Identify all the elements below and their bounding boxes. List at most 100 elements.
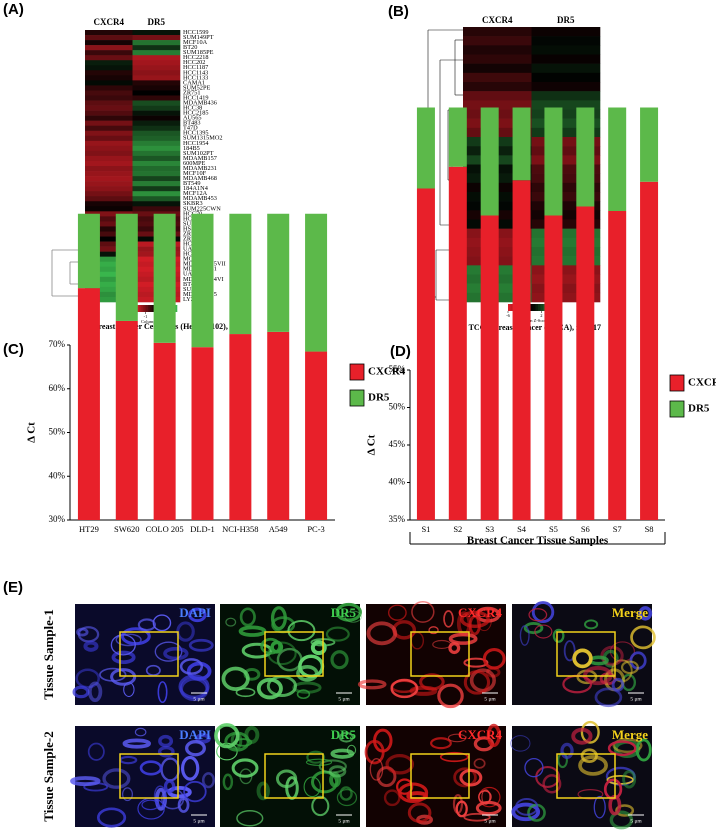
cell-blob — [515, 798, 539, 816]
heatmap-cell — [463, 63, 532, 74]
column-label: CXCR4 — [94, 17, 125, 27]
row-label: HCC202 — [183, 59, 205, 66]
cell-blob — [638, 606, 653, 621]
legend-swatch — [533, 304, 536, 311]
heatmap-cell — [85, 171, 133, 177]
heatmap-cell — [132, 120, 181, 127]
cell-blob — [523, 622, 544, 635]
cell-blob — [437, 683, 464, 709]
row-label: HCC2185 — [183, 110, 209, 117]
x-tick-label: S2 — [453, 524, 462, 534]
bar-segment — [305, 351, 328, 520]
heatmap-cell — [85, 155, 133, 162]
heatmap-cell — [132, 115, 181, 121]
cell-blob — [178, 674, 210, 699]
bar-segment — [640, 107, 659, 182]
cell-blob — [330, 650, 349, 670]
legend-tick-label: -1 — [144, 314, 148, 319]
heatmap-cell — [132, 40, 181, 46]
heatmap-cell — [132, 201, 181, 207]
scale-label: 5 μm — [630, 696, 642, 702]
row-label: MDAMB436 — [183, 99, 217, 106]
heatmap-cell — [132, 206, 181, 212]
heatmap-cell — [531, 256, 601, 266]
heatmap-cell — [85, 216, 133, 222]
heatmap-cell — [85, 75, 133, 81]
cell-blob — [296, 664, 319, 682]
heatmap-cell — [531, 237, 601, 248]
heatmap-cell — [85, 85, 133, 91]
heatmap-cell — [85, 70, 133, 76]
heatmap-cell — [531, 292, 601, 303]
cell-blob — [411, 600, 435, 623]
cell-blob — [584, 619, 599, 630]
bar-segment — [576, 107, 595, 207]
cell-blob — [239, 768, 253, 785]
row-label: HCC1599 — [183, 29, 209, 36]
heatmap-cell — [531, 137, 601, 147]
heatmap-cell — [85, 291, 133, 298]
heatmap-cell — [531, 146, 601, 156]
legend-swatch — [141, 305, 144, 312]
cell-blob — [177, 797, 190, 813]
zoom-box — [556, 631, 616, 677]
heatmap-cell — [85, 166, 133, 172]
cell-blob — [396, 778, 414, 795]
micrograph: Merge 5 μm — [510, 720, 652, 830]
micrograph: DR5 5 μm — [214, 723, 360, 827]
row-label: MCF12A — [183, 190, 208, 197]
bar-segment — [480, 215, 499, 520]
cell-blob — [145, 664, 161, 677]
cell-blob — [244, 725, 260, 744]
bar-segment — [191, 347, 214, 520]
legend-swatch — [538, 304, 541, 311]
channel-label: DAPI — [179, 727, 211, 742]
legend-swatch — [510, 304, 514, 311]
heatmap-cell — [85, 150, 133, 157]
heatmap-cell — [85, 226, 133, 232]
cell-blob — [325, 626, 350, 642]
cell-blob — [303, 776, 321, 798]
micrograph: CXCR4 5 μm — [357, 600, 506, 709]
cell-blob — [387, 604, 407, 621]
cell-blob — [407, 802, 432, 823]
legend-label: DR5 — [688, 403, 710, 415]
bar-segment — [305, 213, 328, 352]
heatmap-cell — [132, 55, 181, 61]
legend-label: CXCR4 — [688, 377, 716, 389]
cell-blob — [593, 795, 606, 819]
micrograph: DAPI 5 μm — [72, 604, 215, 705]
cell-blob — [83, 640, 99, 652]
heatmap-cell — [85, 105, 133, 111]
cell-blob — [463, 812, 491, 822]
cell-blob — [542, 774, 562, 794]
cell-blob — [305, 758, 333, 766]
micrograph: CXCR4 5 μm — [364, 723, 506, 827]
cell-blob — [195, 733, 211, 744]
y-tick-label: 55% — [389, 364, 406, 374]
row-label: HCC38 — [183, 105, 202, 112]
cell-blob — [563, 640, 576, 662]
bar-segment — [77, 213, 100, 289]
heatmap-cell — [132, 90, 181, 96]
row-label: SUM149PT — [183, 34, 214, 41]
bar-segment — [544, 107, 563, 216]
scale-label: 5 μm — [193, 696, 205, 702]
heatmap-cell — [531, 27, 601, 37]
cell-blob — [123, 682, 135, 698]
row-label: ZR751 — [183, 89, 201, 96]
cell-blob — [519, 625, 530, 646]
column-label: CXCR4 — [482, 15, 513, 25]
bar-segment — [416, 188, 435, 520]
heatmap-cell — [85, 196, 133, 202]
cell-blob — [459, 768, 483, 787]
zoom-box — [410, 631, 470, 677]
x-tick-label: SW620 — [114, 524, 140, 534]
panel-label: (A) — [3, 1, 24, 18]
heatmap-cell — [85, 176, 133, 182]
cell-blob — [235, 687, 256, 698]
heatmap-cell — [531, 164, 601, 174]
scale-label: 5 μm — [484, 818, 496, 824]
heatmap-cell — [531, 201, 601, 211]
bar-segment — [115, 320, 138, 520]
